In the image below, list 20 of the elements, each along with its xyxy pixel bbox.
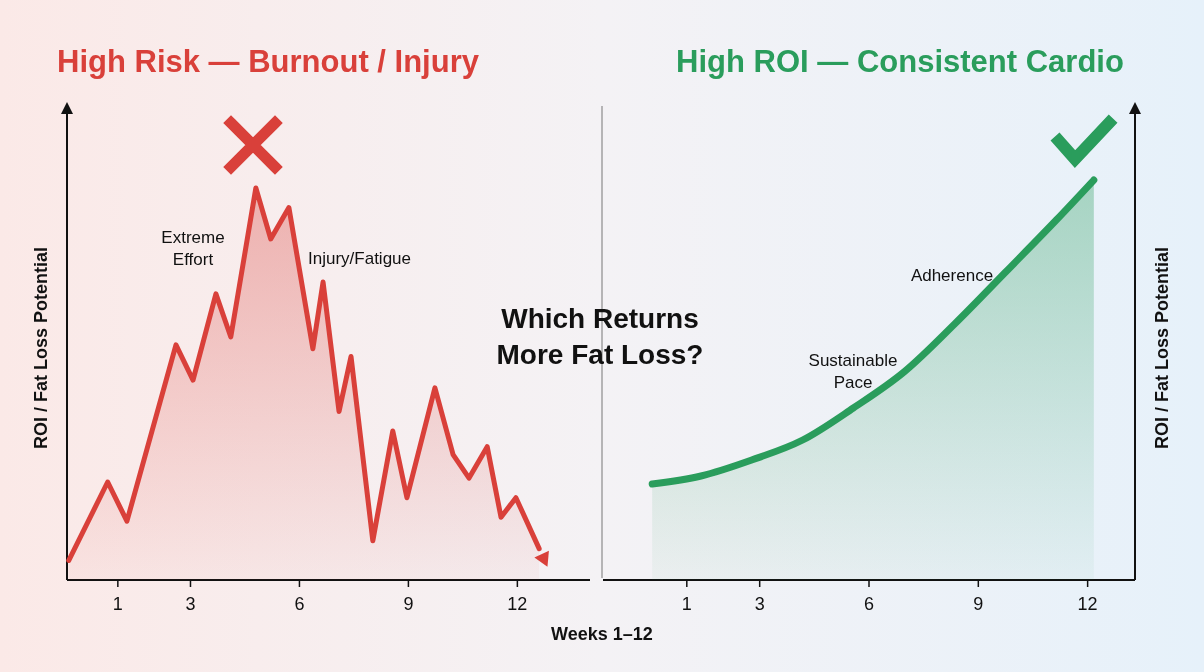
x-tick-label: 3	[185, 594, 196, 614]
x-tick-label: 1	[112, 594, 123, 614]
annotation: Extreme Effort	[161, 228, 225, 270]
x-tick-label: 1	[681, 594, 692, 614]
x-tick-label: 12	[507, 594, 528, 614]
annotation: Which Returns More Fat Loss?	[496, 303, 704, 371]
x-tick-label: 3	[754, 594, 765, 614]
x-tick-label: 9	[973, 594, 984, 614]
y-axis-title: ROI / Fat Loss Potential	[30, 246, 51, 450]
x-tick-label: 6	[294, 594, 305, 614]
y-axis-title: ROI / Fat Loss Potential	[1151, 246, 1172, 450]
x-axis-title: Weeks 1–12	[551, 624, 653, 644]
x-tick-label: 9	[403, 594, 414, 614]
chart-title: High Risk — Burnout / Injury	[57, 44, 480, 79]
x-tick-label: 12	[1077, 594, 1098, 614]
annotation: Injury/Fatigue	[308, 249, 411, 268]
annotation: Adherence	[910, 266, 994, 285]
annotation: Sustainable Pace	[808, 351, 898, 393]
x-tick-label: 6	[863, 594, 875, 614]
chart-title: High ROI — Consistent Cardio	[676, 44, 1124, 79]
